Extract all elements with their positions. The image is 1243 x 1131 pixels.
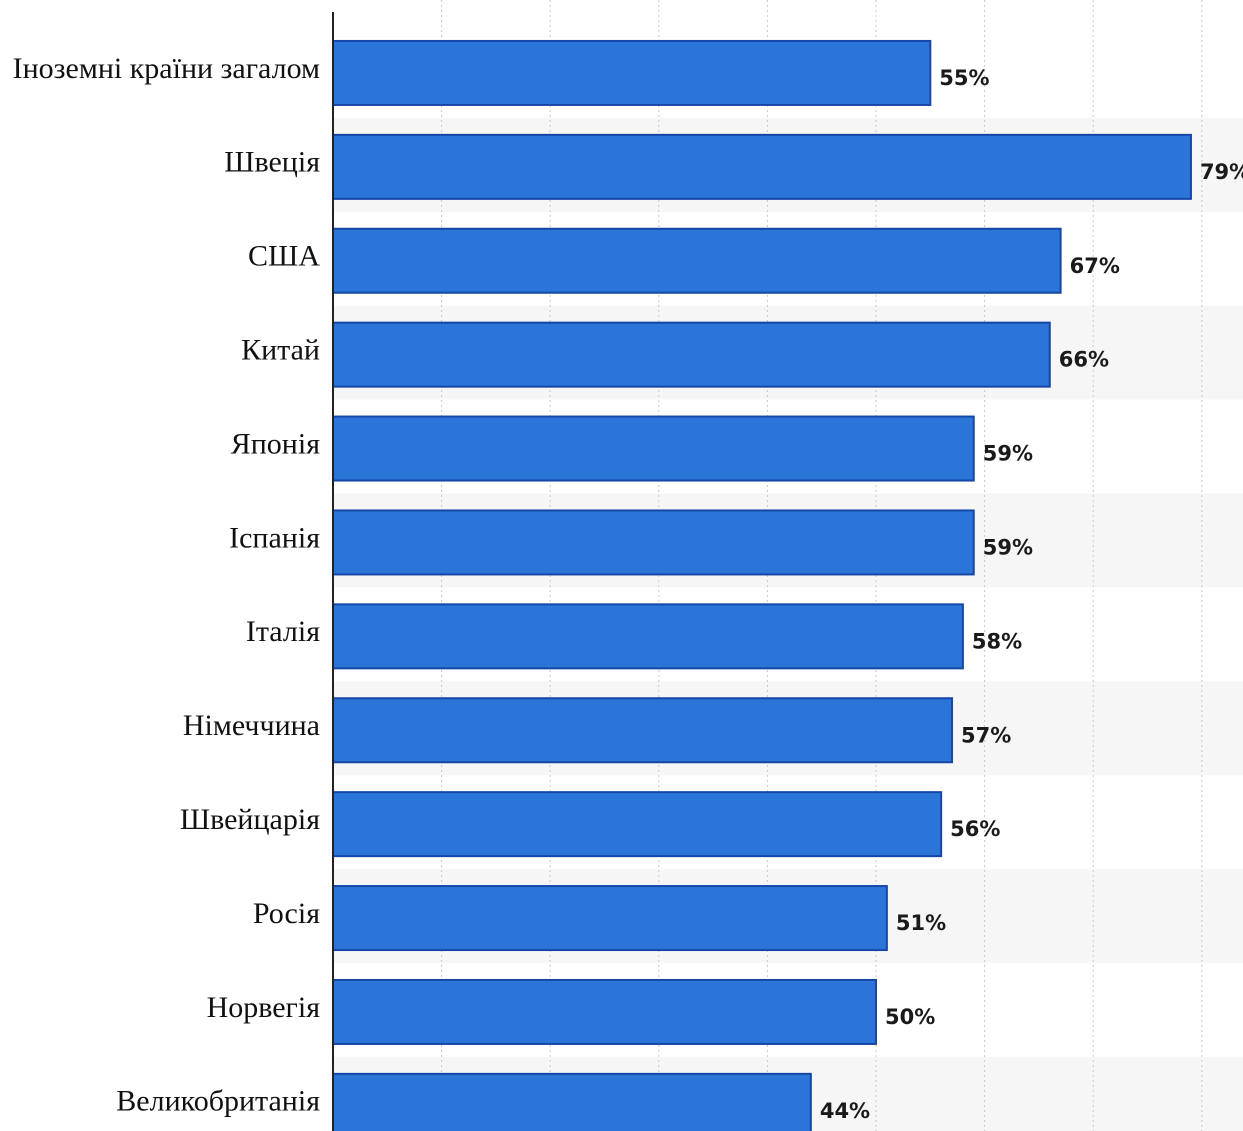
category-label: Швейцарія	[180, 803, 320, 836]
category-label: Великобританія	[116, 1085, 320, 1118]
bar	[332, 885, 888, 952]
category-label: Норвегія	[207, 991, 321, 1024]
category-labels: Іноземні країни загалом Швеція США Китай Япо…	[13, 52, 321, 1118]
value-label: 57%	[961, 723, 1011, 747]
category-label: Швеція	[224, 146, 320, 179]
value-label: 55%	[939, 66, 989, 90]
value-label: 59%	[983, 535, 1033, 559]
bar	[332, 978, 877, 1045]
value-label: 51%	[896, 911, 946, 935]
value-label: 56%	[950, 817, 1000, 841]
value-label: 66%	[1059, 348, 1109, 372]
bar	[332, 603, 964, 670]
category-label: Іноземні країни загалом	[13, 52, 320, 85]
category-label: Росія	[253, 897, 320, 930]
bar	[332, 133, 1192, 200]
value-label: 67%	[1070, 254, 1120, 278]
bar	[332, 415, 975, 482]
bars	[332, 39, 1192, 1131]
bar	[332, 1072, 812, 1131]
value-label: 50%	[885, 1005, 935, 1029]
value-label: 59%	[983, 442, 1033, 466]
category-label: Італія	[246, 615, 320, 648]
value-labels: 55% 79% 67% 66% 59% 59% 58% 57% 56% 51% 50% 44%	[820, 66, 1243, 1123]
value-label: 79%	[1200, 160, 1243, 184]
category-label: США	[248, 240, 320, 273]
bar	[332, 791, 943, 858]
bar	[332, 321, 1051, 388]
category-label: Іспанія	[229, 521, 320, 554]
category-label: Китай	[241, 334, 320, 367]
value-label: 58%	[972, 629, 1022, 653]
value-label: 44%	[820, 1099, 870, 1123]
category-label: Японія	[231, 427, 320, 460]
bar	[332, 697, 954, 764]
category-label: Німеччина	[183, 709, 320, 742]
bar	[332, 509, 975, 576]
bar	[332, 227, 1062, 294]
bar	[332, 39, 932, 106]
